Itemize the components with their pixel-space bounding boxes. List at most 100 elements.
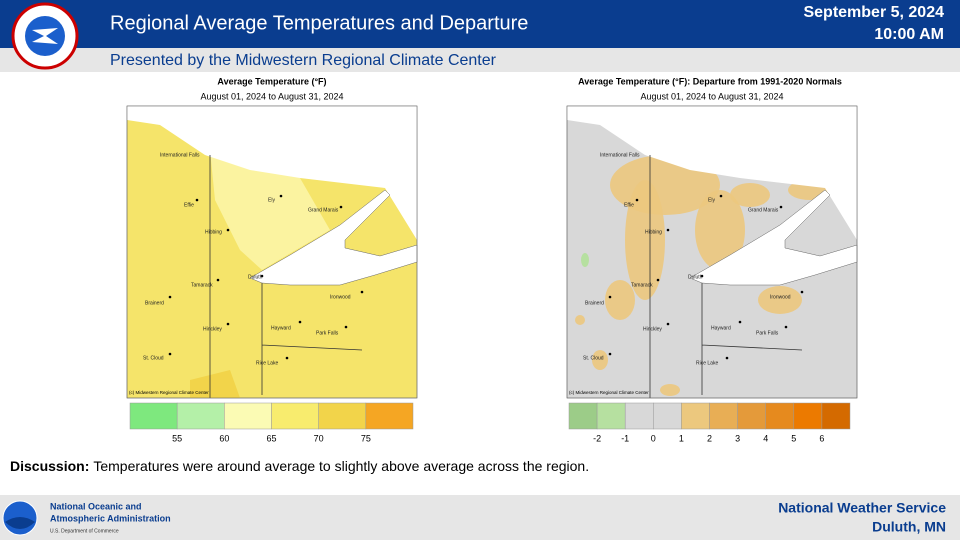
city-dot (285, 356, 289, 360)
city-label: Hayward (271, 325, 291, 331)
city-label: Tamarack (191, 282, 213, 288)
legend-tick: 1 (679, 433, 684, 443)
city-label: St. Cloud (143, 355, 164, 361)
city-dot (635, 198, 639, 202)
office-line2: Duluth, MN (872, 519, 946, 535)
city-dot (700, 274, 704, 278)
legend-tick: 65 (266, 433, 276, 443)
legend-swatch (129, 402, 178, 430)
legend-swatch (224, 402, 272, 430)
city-dot (656, 278, 660, 282)
discussion-text: Temperatures were around average to slig… (93, 458, 589, 474)
map-title: Average Temperature (°F): Departure from… (578, 76, 842, 86)
city-dot (784, 325, 788, 329)
legend-tick: 2 (707, 433, 712, 443)
city-label: Ely (708, 197, 715, 203)
agency-line1: National Oceanic and (50, 501, 142, 511)
department: U.S. Department of Commerce (50, 528, 119, 534)
city-dot (800, 290, 804, 294)
departure-area (758, 286, 802, 314)
warm-area (210, 150, 330, 270)
departure-area (730, 183, 770, 207)
canada (567, 106, 857, 240)
city-dot (216, 278, 220, 282)
maps: Average Temperature (°F) August 01, 2024 … (126, 76, 858, 443)
legend-swatch (765, 402, 795, 430)
city-label: Rice Lake (256, 360, 278, 366)
time: 10:00 AM (874, 26, 944, 43)
legend-tick: -2 (593, 433, 601, 443)
city-label: Brainerd (145, 300, 164, 306)
map-frame (126, 105, 418, 399)
subtitle-bar (0, 48, 960, 72)
city-dot (666, 228, 670, 232)
city-label: Hibbing (205, 229, 222, 235)
legend-swatch (318, 402, 367, 430)
warm-area (190, 370, 240, 398)
city-dot (725, 356, 729, 360)
departure-area (695, 190, 745, 270)
legend-swatch (624, 402, 654, 430)
legend-swatch (176, 402, 225, 430)
canada (127, 106, 417, 240)
legend-swatch (271, 402, 319, 430)
legend-tick: 60 (219, 433, 229, 443)
legend-swatch (709, 402, 738, 430)
departure-area (660, 384, 680, 396)
city-dot (279, 194, 283, 198)
state-border (209, 155, 363, 398)
map-panel: Average Temperature (°F) August 01, 2024 … (126, 76, 418, 443)
city-label: Park Falls (756, 330, 779, 336)
lake-superior (689, 189, 858, 286)
city-label: Duluth (688, 274, 703, 280)
subtitle: Presented by the Midwestern Regional Cli… (110, 52, 497, 69)
map-period: August 01, 2024 to August 31, 2024 (200, 91, 343, 101)
city-dot (344, 325, 348, 329)
office-line1: National Weather Service (778, 500, 946, 516)
city-label: Duluth (248, 274, 263, 280)
departure-area (592, 350, 608, 370)
city-label: Hayward (711, 325, 731, 331)
legend-tick: 6 (819, 433, 824, 443)
legend-tick: 75 (361, 433, 371, 443)
city-label: Brainerd (585, 300, 604, 306)
city-dot (339, 205, 343, 209)
city-dot (260, 274, 264, 278)
agency-line2: Atmospheric Administration (50, 513, 171, 523)
departure-area (575, 315, 585, 325)
legend-swatch (681, 402, 710, 430)
legend-swatch (365, 402, 414, 430)
city-dot (738, 320, 742, 324)
legend-swatch (737, 402, 766, 430)
departure-area (605, 280, 635, 320)
legend-swatch (821, 402, 851, 430)
header-bar (0, 0, 960, 48)
legend-swatch (568, 402, 598, 430)
title: Regional Average Temperatures and Depart… (110, 12, 528, 34)
discussion-label: Discussion: (10, 458, 89, 474)
map-credit: (c) Midwestern Regional Climate Center (569, 390, 649, 395)
city-label: International Falls (600, 152, 640, 158)
city-label: Grand Marais (308, 207, 339, 213)
city-dot (608, 295, 612, 299)
map-frame (566, 105, 858, 399)
city-dot (360, 290, 364, 294)
legend-tick: 70 (314, 433, 324, 443)
city-label: Effie (184, 202, 194, 208)
legend-tick: 0 (651, 433, 656, 443)
discussion: Discussion: Temperatures were around aver… (10, 458, 589, 474)
city-label: Hinckley (203, 326, 222, 332)
map-panel: Average Temperature (°F): Departure from… (566, 76, 858, 443)
city-dot (719, 194, 723, 198)
city-label: Ironwood (770, 294, 791, 300)
city-label: Tamarack (631, 282, 653, 288)
city-label: Hinckley (643, 326, 662, 332)
city-label: Hibbing (645, 229, 662, 235)
legend-swatch (596, 402, 626, 430)
city-label: Park Falls (316, 330, 339, 336)
legend-tick: 3 (735, 433, 740, 443)
date: September 5, 2024 (803, 4, 944, 21)
city-dot (779, 205, 783, 209)
legend-tick: 4 (763, 433, 768, 443)
